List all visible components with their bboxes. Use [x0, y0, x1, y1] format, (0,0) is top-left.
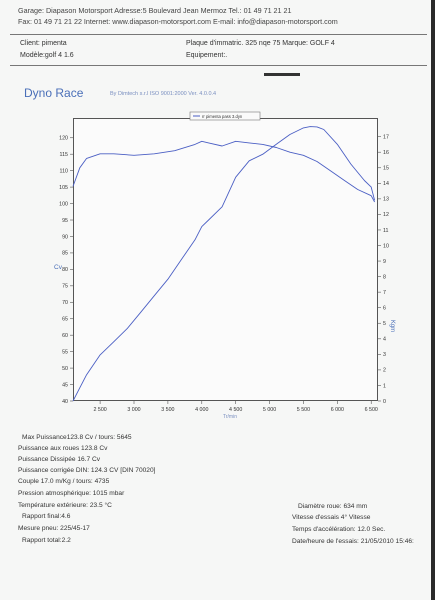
window-bar	[264, 73, 300, 76]
x-tick-label: 4 500	[229, 407, 242, 413]
y2-tick-label: 12	[383, 212, 389, 218]
y2-tick-label: 14	[383, 181, 389, 187]
app-byline: By Dimtech s.r.l ISO 9001:2000 Ver. 4.0.…	[110, 91, 217, 97]
y2-tick-label: 9	[383, 259, 386, 265]
y-tick-label: 115	[60, 152, 68, 158]
test-gear: Vitesse d'essais 4° Vitesse	[292, 514, 371, 521]
y-tick-label: 95	[62, 218, 68, 224]
plot-area	[73, 118, 378, 401]
y-tick-label: 45	[62, 382, 68, 388]
y2-tick-label: 5	[383, 321, 386, 327]
y2-tick-label: 7	[383, 290, 386, 296]
temperature: Température extérieure: 23.5 °C	[18, 502, 112, 509]
y2-tick-label: 4	[383, 337, 386, 343]
y2-tick-label: 2	[383, 368, 386, 374]
legend-label: rr pimenta pass 3.dyn	[202, 114, 243, 119]
torque: Couple 17.0 m/Kg / tours: 4735	[18, 478, 110, 485]
y-tick-label: 80	[62, 267, 68, 273]
header-line-1: Garage: Diapason Motorsport Adresse:5 Bo…	[18, 6, 292, 15]
header-line-2: Fax: 01 49 71 21 22 Internet: www.diapas…	[18, 17, 338, 26]
y-tick-label: 105	[59, 185, 68, 191]
y2-tick-label: 6	[383, 306, 386, 312]
y-tick-label: 60	[62, 333, 68, 339]
y2-tick-label: 0	[383, 399, 386, 405]
divider	[10, 34, 427, 35]
torque-curve	[72, 140, 375, 203]
power-curve	[72, 126, 376, 402]
y2-tick-label: 1	[383, 383, 386, 389]
y-tick-label: 65	[62, 317, 68, 323]
max-power: Max Puissance123.8 Cv / tours: 5645	[22, 434, 132, 441]
y-tick-label: 85	[62, 251, 68, 257]
y-tick-label: 40	[62, 399, 68, 405]
x-tick-label: 2 500	[93, 407, 106, 413]
modele-label: Modèle:golf 4 1.6	[20, 52, 74, 59]
y2-axis-label: Kgm	[389, 320, 395, 332]
wheel-diameter: Diamètre roue: 634 mm	[298, 503, 368, 510]
x-tick-label: 6 500	[365, 407, 378, 413]
y2-tick-label: 16	[383, 150, 389, 156]
x-tick-label: 6 000	[331, 407, 344, 413]
y2-tick-label: 13	[383, 197, 389, 203]
x-tick-label: 3 000	[127, 407, 140, 413]
y2-tick-label: 17	[383, 134, 389, 140]
x-tick-label: 5 000	[263, 407, 276, 413]
test-datetime: Date/heure de l'essais: 21/05/2010 15:46…	[292, 538, 414, 545]
y-tick-label: 75	[62, 284, 68, 290]
wheel-power: Puissance aux roues 123.8 Cv	[18, 445, 108, 452]
y-tick-label: 50	[62, 366, 68, 372]
app-title: Dyno Race	[24, 86, 84, 100]
x-tick-label: 4 000	[195, 407, 208, 413]
scan-edge	[431, 0, 435, 600]
plaque-label: Plaque d'immatric. 325 nqe 75 Marque: GO…	[186, 40, 335, 47]
y-tick-label: 70	[62, 300, 68, 306]
y2-tick-label: 10	[383, 243, 389, 249]
divider	[10, 65, 427, 66]
x-tick-label: 3 500	[161, 407, 174, 413]
client-label: Client: pimenta	[20, 40, 67, 47]
legend-box	[189, 111, 261, 121]
y2-tick-label: 11	[383, 228, 389, 234]
x-axis-label: Tr/min	[223, 414, 237, 420]
tyre-size: Mesure pneu: 225/45-17	[18, 525, 90, 532]
total-ratio: Rapport total:2.2	[22, 537, 71, 544]
y-axis-label: Cv	[54, 264, 63, 271]
final-ratio: Rapport final:4.6	[22, 513, 71, 520]
din-power: Puissance corrigée DIN: 124.3 CV [DIN 70…	[18, 467, 156, 474]
y2-tick-label: 8	[383, 274, 386, 280]
y2-tick-label: 15	[383, 166, 389, 172]
y-tick-label: 110	[60, 168, 68, 174]
pressure: Pression atmosphérique: 1015 mbar	[18, 490, 125, 497]
acceleration-time: Temps d'accélération: 12.0 Sec.	[292, 526, 386, 533]
y-tick-label: 100	[59, 201, 68, 207]
equipement-label: Equipement:.	[186, 52, 228, 59]
y-tick-label: 55	[62, 349, 68, 355]
y-tick-label: 120	[59, 136, 68, 142]
y-tick-label: 90	[62, 234, 68, 240]
y2-tick-label: 3	[383, 352, 386, 358]
x-tick-label: 5 500	[297, 407, 310, 413]
dissipated-power: Puissance Dissipée 16.7 Cv	[18, 456, 101, 463]
